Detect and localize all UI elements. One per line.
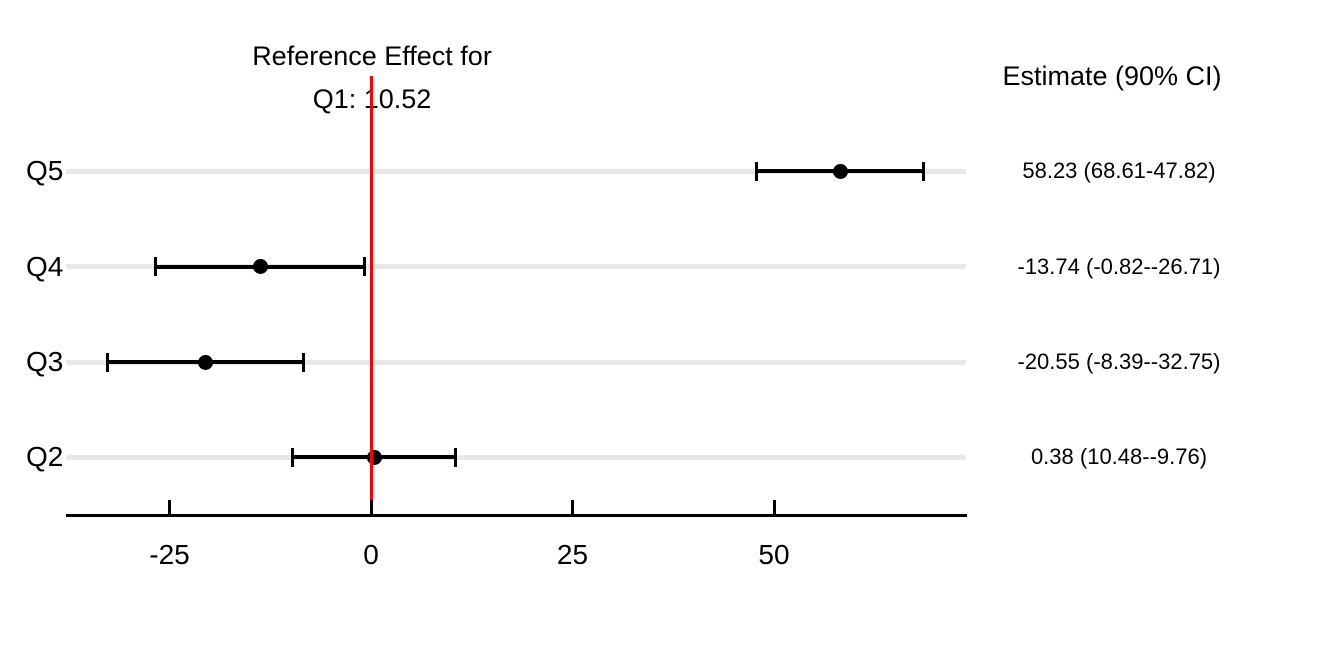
- x-axis-tick: [369, 500, 373, 514]
- row-gridline: [66, 454, 966, 460]
- ci-cap-left: [754, 161, 758, 181]
- x-axis-tick: [772, 500, 776, 514]
- row-label: Q2: [26, 441, 64, 472]
- reference-line: [369, 76, 373, 517]
- row-gridline: [66, 359, 966, 365]
- point-estimate-dot: [252, 259, 268, 274]
- x-axis-tick: [571, 500, 574, 514]
- estimate-ci-text: -20.55 (-8.39--32.75): [1017, 349, 1221, 374]
- estimate-ci-text: -13.74 (-0.82--26.71): [1017, 253, 1221, 279]
- ci-cap-right: [922, 161, 926, 181]
- row-label: Q5: [26, 155, 64, 186]
- estimate-ci-text: 0.38 (10.48--9.76): [1030, 444, 1208, 469]
- ci-cap-left: [154, 257, 158, 276]
- point-estimate-dot: [197, 354, 213, 370]
- estimate-ci-text: 58.23 (68.61-47.82): [1022, 158, 1216, 183]
- x-axis-tick-label: 25: [556, 539, 589, 570]
- row-gridline: [66, 264, 966, 269]
- x-axis-tick-label: 0: [363, 539, 379, 570]
- x-axis-line: [66, 514, 967, 517]
- row-gridline: [66, 168, 966, 174]
- row-label: Q4: [26, 250, 64, 282]
- ci-cap-right: [362, 257, 366, 276]
- x-axis-tick: [168, 500, 171, 514]
- estimate-column-header: Estimate (90% CI): [1002, 61, 1222, 91]
- x-axis-tick-label: 50: [758, 539, 790, 570]
- ci-cap-right: [301, 352, 305, 372]
- x-axis-tick-label: -25: [149, 539, 190, 570]
- point-estimate-dot: [832, 163, 848, 179]
- ci-cap-right: [453, 447, 457, 467]
- row-label: Q3: [26, 346, 64, 377]
- ci-cap-left: [105, 352, 109, 372]
- ci-cap-left: [290, 447, 294, 467]
- plot-title-line1: Reference Effect for: [252, 41, 492, 71]
